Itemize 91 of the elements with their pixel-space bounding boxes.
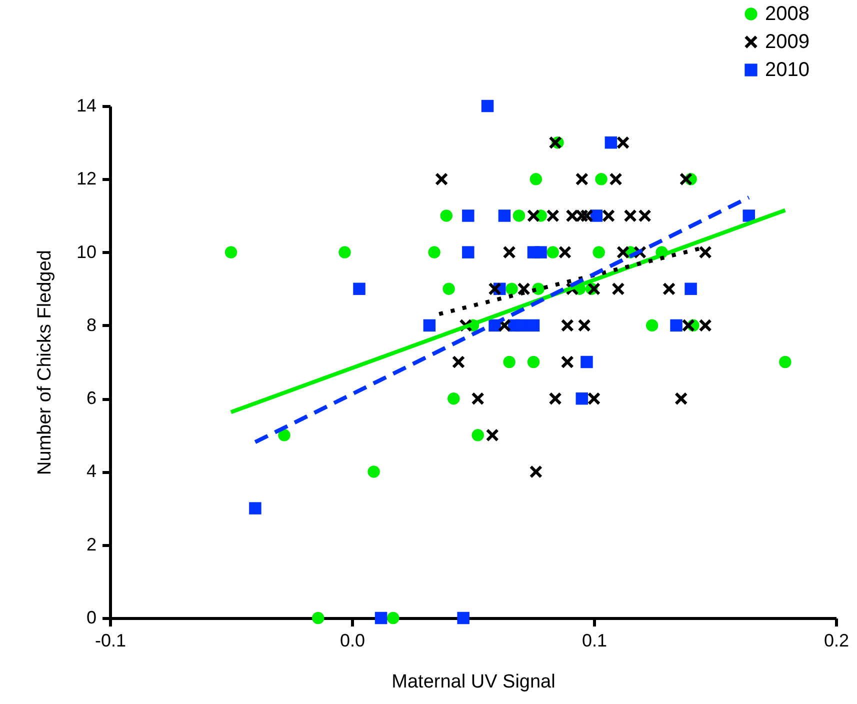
point: [488, 282, 501, 295]
point: [374, 612, 388, 624]
legend-label: 2010: [765, 59, 810, 81]
x-tick-label: 0.0: [340, 630, 366, 650]
point: [561, 319, 574, 332]
point: [518, 282, 530, 295]
point: [534, 246, 547, 258]
point: [549, 136, 562, 149]
y-tick-label: 2: [86, 534, 96, 554]
x-tick-label: 0.1: [582, 630, 608, 650]
point: [353, 282, 366, 295]
point: [527, 356, 540, 368]
y-tick-label: 0: [86, 608, 96, 628]
x-tick-label: -0.1: [94, 630, 126, 650]
point: [481, 100, 494, 112]
point: [452, 356, 465, 368]
point: [498, 210, 511, 222]
point: [566, 210, 578, 222]
point: [387, 612, 400, 624]
point: [558, 246, 572, 258]
y-tick-label: 14: [76, 96, 96, 116]
point: [472, 392, 484, 405]
point: [546, 210, 559, 222]
point: [435, 173, 448, 186]
point: [549, 392, 562, 405]
point: [674, 392, 688, 405]
point: [646, 319, 658, 332]
point: [506, 282, 518, 295]
point: [312, 612, 324, 624]
point: [684, 282, 697, 295]
y-tick-label: 6: [86, 388, 96, 408]
point: [699, 319, 712, 332]
point: [592, 246, 605, 258]
y-tick-label: 10: [76, 242, 96, 262]
point: [530, 466, 542, 478]
point: [638, 210, 651, 222]
point: [503, 246, 516, 258]
point: [512, 210, 526, 222]
point: [580, 210, 593, 222]
point: [527, 319, 540, 332]
point: [278, 429, 290, 442]
y-axis-title: Number of Chicks Fledged: [34, 250, 56, 475]
point: [595, 173, 608, 186]
point: [368, 466, 380, 478]
y-tick-label: 8: [86, 314, 96, 335]
point: [680, 173, 692, 186]
point: [423, 319, 436, 332]
point: [530, 173, 542, 186]
point: [612, 282, 624, 295]
point: [588, 392, 600, 405]
point: [472, 429, 484, 442]
x-axis-title: Maternal UV Signal: [392, 672, 556, 692]
x-tick-label: 0.2: [824, 630, 850, 650]
point: [779, 356, 792, 368]
point: [249, 502, 262, 514]
point: [486, 429, 498, 442]
legend-label: 2008: [765, 3, 810, 25]
point: [590, 210, 603, 222]
point: [682, 319, 695, 332]
point: [588, 282, 600, 295]
point: [699, 246, 712, 258]
point: [604, 136, 618, 149]
point: [576, 392, 588, 405]
point: [602, 210, 615, 222]
point: [578, 319, 590, 332]
point: [457, 612, 470, 624]
point: [224, 246, 238, 258]
point: [742, 210, 756, 222]
point: [561, 356, 574, 368]
point: [503, 356, 516, 368]
point: [448, 392, 460, 405]
point: [527, 210, 540, 222]
point: [546, 246, 559, 258]
point: [338, 246, 351, 258]
point: [440, 210, 453, 222]
point: [462, 210, 474, 222]
point: [462, 246, 474, 258]
point: [580, 356, 593, 368]
point: [428, 246, 440, 258]
point: [442, 282, 455, 295]
point: [670, 319, 682, 332]
point: [662, 282, 676, 295]
point: [616, 246, 630, 258]
point: [515, 319, 528, 332]
point: [624, 210, 636, 222]
point: [576, 173, 588, 186]
point: [610, 173, 622, 186]
legend-label: 2009: [765, 31, 810, 53]
y-tick-label: 4: [86, 461, 96, 482]
point: [616, 136, 630, 149]
y-tick-label: 12: [76, 168, 96, 189]
